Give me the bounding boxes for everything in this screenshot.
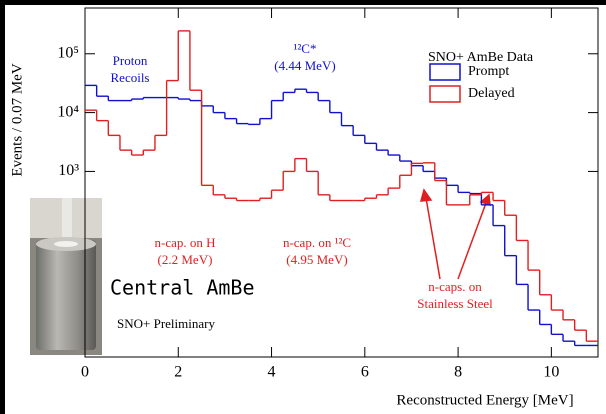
- photo-inset: [30, 198, 102, 355]
- annotation: Proton: [113, 53, 148, 68]
- histogram-series: [85, 84, 598, 347]
- annotation: ¹²C*: [294, 41, 317, 56]
- x-tick-label: 2: [174, 364, 182, 381]
- y-axis-label: Events / 0.07 MeV: [9, 63, 25, 176]
- annotation: (4.95 MeV): [286, 252, 347, 267]
- x-tick-label: 4: [268, 364, 276, 381]
- x-axis-label: Reconstructed Energy [MeV]: [396, 392, 573, 408]
- annotation: Recoils: [111, 70, 150, 85]
- annotation: (2.2 MeV): [158, 252, 213, 267]
- annotation: (4.44 MeV): [274, 58, 335, 73]
- x-tick-label: 10: [543, 364, 559, 381]
- x-tick-label: 6: [361, 364, 369, 381]
- histogram-series: [85, 30, 598, 342]
- plot-frame: [84, 7, 599, 358]
- annotation: Central AmBe: [110, 276, 255, 300]
- frame-edge: [0, 0, 606, 5]
- annotation: n-cap. on ¹²C: [283, 235, 351, 250]
- legend-title: SNO+ AmBe Data: [428, 50, 534, 65]
- legend-label: Delayed: [468, 86, 515, 101]
- arrows: [419, 188, 491, 280]
- legend-label: Prompt: [468, 64, 509, 79]
- annotation: n-caps. on: [428, 279, 482, 294]
- x-tick-label: 0: [81, 364, 89, 381]
- y-tick-label: 10³: [58, 162, 79, 179]
- annotation: SNO+ Preliminary: [117, 316, 215, 331]
- y-tick-label: 10⁴: [57, 103, 79, 120]
- legend-swatch: [429, 85, 461, 103]
- x-tick-label: 8: [454, 364, 462, 381]
- y-tick-label: 10⁵: [57, 44, 79, 61]
- frame-edge: [0, 0, 5, 414]
- annotation: n-cap. on H: [154, 235, 215, 250]
- legend-swatch: [429, 63, 461, 81]
- annotation: Stainless Steel: [417, 296, 493, 311]
